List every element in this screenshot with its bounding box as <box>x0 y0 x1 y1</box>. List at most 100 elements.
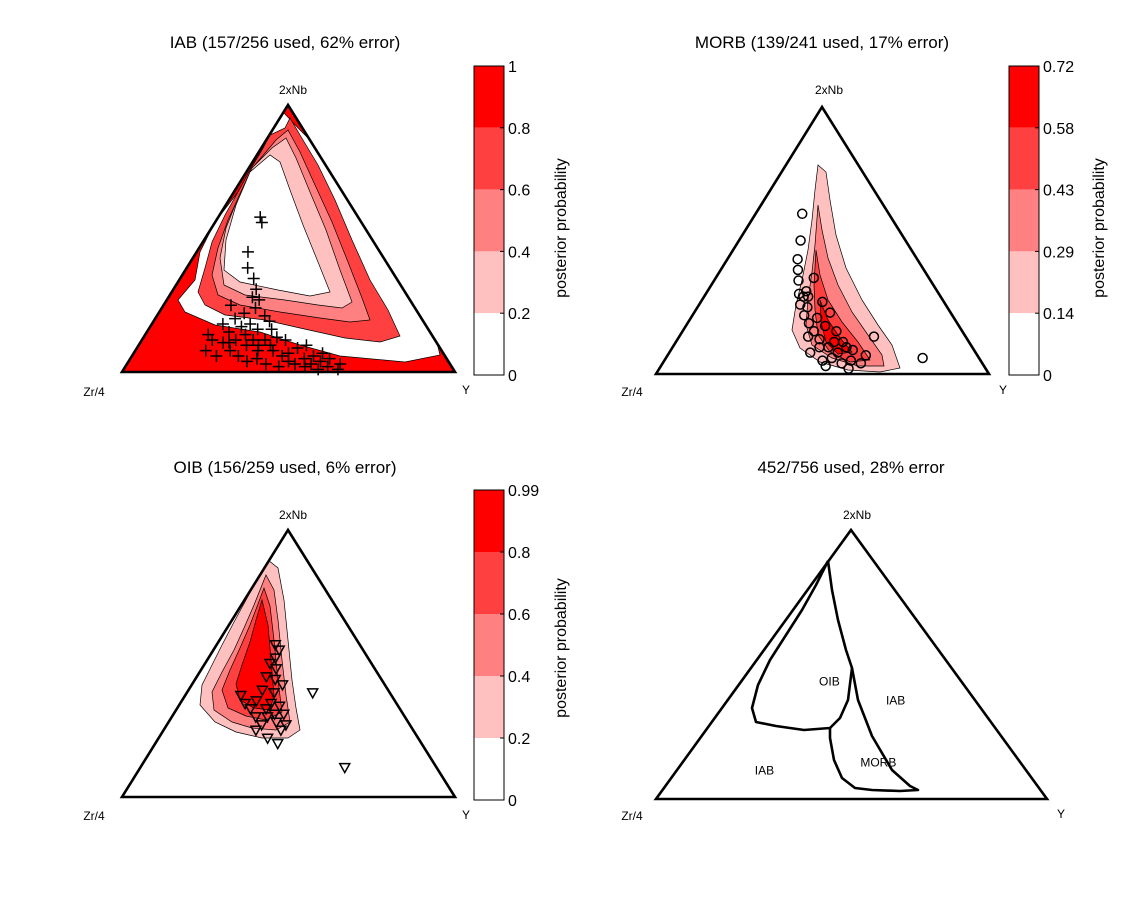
data-point-plus <box>270 331 283 344</box>
data-point-plus <box>251 323 264 336</box>
data-point-circle <box>814 334 825 345</box>
colorbar-band <box>474 251 504 314</box>
data-point-plus <box>300 339 313 352</box>
colorbar-band <box>474 66 504 128</box>
data-point-triangle <box>273 701 286 713</box>
data-point-circle <box>817 355 828 366</box>
data-point-plus <box>232 349 245 362</box>
colorbar-band <box>474 127 504 190</box>
oib-left-vertex-label: Zr/4 <box>83 809 105 823</box>
data-point-plus <box>246 291 259 304</box>
data-point-triangle <box>272 645 286 657</box>
data-point-triangle <box>276 680 289 692</box>
data-point-plus <box>240 339 253 352</box>
iab-ternary-frame <box>119 102 458 374</box>
data-point-plus <box>216 317 229 330</box>
data-point-plus <box>291 341 304 354</box>
data-point-circle <box>802 302 813 313</box>
data-point-triangle <box>269 653 282 665</box>
data-point-plus <box>250 352 263 365</box>
data-point-plus <box>321 360 334 373</box>
combined-boundaries <box>750 560 920 793</box>
colorbar-band <box>1009 251 1039 314</box>
colorbar-band <box>1009 189 1039 252</box>
morb-left-vertex-label: Zr/4 <box>621 385 643 399</box>
data-point-triangle <box>263 658 277 671</box>
data-point-triangle <box>271 738 285 751</box>
morb-ternary-frame <box>653 104 992 376</box>
data-point-triangle <box>238 698 252 711</box>
oib-right-vertex-label: Y <box>462 808 470 822</box>
oib-points <box>234 640 352 775</box>
data-point-triangle <box>268 709 281 721</box>
data-point-triangle <box>264 698 278 711</box>
combined-top-vertex-label: 2xNb <box>843 508 871 522</box>
data-point-plus <box>241 261 254 274</box>
data-point-circle <box>802 291 814 302</box>
data-point-circle <box>803 318 815 329</box>
colorbar-tick-label: 0.14 <box>1043 306 1074 323</box>
data-point-circle <box>841 342 852 353</box>
data-point-triangle <box>338 762 352 775</box>
morb-top-vertex-label: 2xNb <box>815 83 843 97</box>
data-point-plus <box>238 307 251 320</box>
data-point-circle <box>847 344 859 356</box>
colorbar-band <box>474 676 504 738</box>
colorbar-band <box>474 614 504 676</box>
data-point-circle <box>792 264 804 276</box>
data-point-triangle <box>269 664 283 676</box>
data-point-circle <box>824 307 836 318</box>
data-point-plus <box>240 355 253 368</box>
region-label-morb: MORB <box>860 755 896 769</box>
data-point-plus <box>276 349 289 362</box>
data-point-triangle <box>259 704 273 716</box>
data-point-triangle <box>260 672 273 684</box>
morb-title: MORB (139/241 used, 17% error) <box>695 33 949 52</box>
data-point-plus <box>267 344 280 357</box>
morb-right-vertex-label: Y <box>999 383 1007 397</box>
data-point-circle <box>811 312 823 324</box>
colorbar-band <box>474 490 504 552</box>
data-point-plus <box>239 328 252 341</box>
colorbar-band <box>1009 66 1039 128</box>
data-point-plus <box>288 357 301 370</box>
colorbar-tick-label: 0.58 <box>1043 121 1074 138</box>
iab-right-vertex-label: Y <box>462 383 470 397</box>
data-point-circle <box>808 272 820 284</box>
colorbar-border <box>473 489 505 801</box>
data-point-plus <box>265 323 278 336</box>
data-point-triangle <box>261 733 274 745</box>
iab-title: IAB (157/256 used, 62% error) <box>170 33 401 52</box>
colorbar-tick-label: 0.43 <box>1043 183 1074 200</box>
contour-level-5 <box>223 154 331 297</box>
colorbar-tick-label: 0.72 <box>1043 59 1074 76</box>
data-point-triangle <box>250 696 263 708</box>
data-point-circle <box>820 360 831 372</box>
colorbar-tick-label: 0.4 <box>508 669 530 686</box>
data-point-plus <box>224 299 237 312</box>
data-point-plus <box>259 357 272 370</box>
data-point-circle <box>832 347 844 358</box>
iab-left-vertex-label: Zr/4 <box>83 385 105 399</box>
colorbar-tick-label: 0.6 <box>508 607 530 624</box>
colorbar-band <box>474 738 504 800</box>
decision-boundary <box>826 560 920 793</box>
data-point-plus <box>254 211 267 224</box>
data-point-plus <box>199 344 212 357</box>
data-point-triangle <box>270 717 283 729</box>
data-point-circle <box>802 331 814 342</box>
data-point-plus <box>263 315 276 328</box>
colorbar-tick-label: 0.4 <box>508 244 530 261</box>
data-point-circle <box>795 235 806 246</box>
region-label-oib: OIB <box>819 675 840 689</box>
data-point-circle <box>793 288 805 300</box>
panel-combined: 452/756 used, 28% error OIB IAB MORB IAB 2x… <box>621 458 1065 823</box>
data-point-plus <box>222 325 235 338</box>
data-point-circle <box>801 285 812 297</box>
data-point-triangle <box>269 640 282 652</box>
data-point-plus <box>279 333 292 346</box>
